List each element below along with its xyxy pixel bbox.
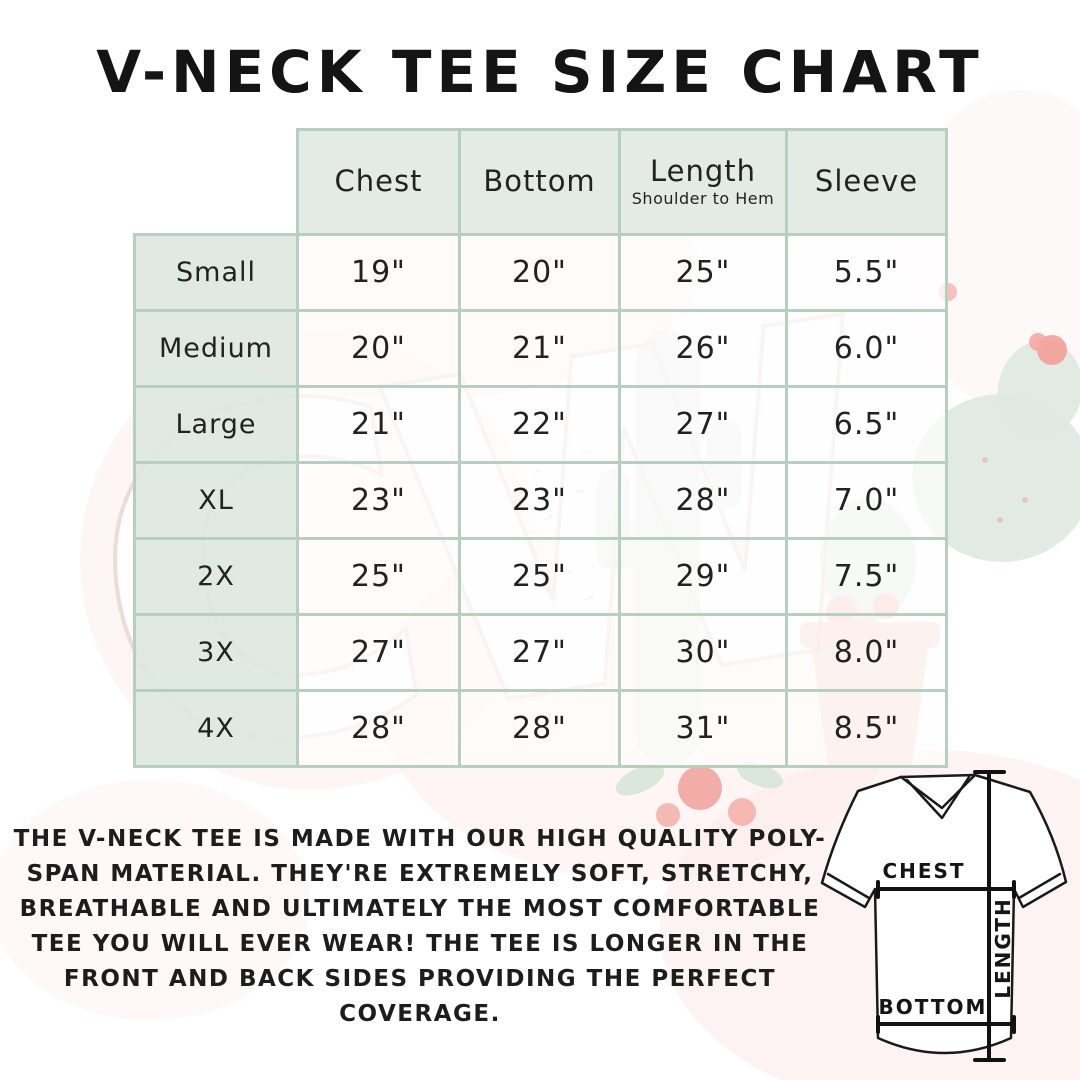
measurement-value-cell: 31" (618, 689, 788, 768)
measurement-value-cell: 5.5" (785, 233, 948, 312)
measurement-value-cell: 21" (458, 309, 621, 388)
measurement-value-cell: 25" (296, 537, 461, 616)
size-table-body: Small 19" 20" 25" 5.5" Medium 20" 21" 26" 6.0" Lar… (133, 233, 948, 768)
column-header-label: Sleeve (814, 164, 919, 199)
size-label-cell: 2X (133, 537, 299, 616)
size-label-cell: XL (133, 461, 299, 540)
measurement-value-cell: 6.5" (785, 385, 948, 464)
measurement-value-cell: 28" (618, 461, 788, 540)
tee-measurement-diagram: CHEST BOTTOM LENGTH (820, 770, 1068, 1062)
measurement-value-cell: 27" (458, 613, 621, 692)
column-header-label: Length (649, 153, 757, 188)
column-header-label: Chest (334, 164, 423, 199)
size-label-cell: Small (133, 233, 299, 312)
table-row: XL 23" 23" 28" 7.0" (133, 461, 948, 540)
measurement-value-cell: 29" (618, 537, 788, 616)
table-row: 2X 25" 25" 29" 7.5" (133, 537, 948, 616)
measurement-value-cell: 27" (296, 613, 461, 692)
measurement-value-cell: 20" (296, 309, 461, 388)
measurement-value-cell: 8.0" (785, 613, 948, 692)
column-header-sublabel: Shoulder to Hem (631, 189, 775, 209)
bottom-label: BOTTOM (879, 995, 988, 1019)
measurement-value-cell: 26" (618, 309, 788, 388)
column-header-length: Length Shoulder to Hem (618, 128, 788, 236)
table-row: Large 21" 22" 27" 6.5" (133, 385, 948, 464)
flower-cluster-shape (615, 761, 783, 827)
table-row: 4X 28" 28" 31" 8.5" (133, 689, 948, 768)
table-row: Medium 20" 21" 26" 6.0" (133, 309, 948, 388)
measurement-lines (876, 770, 1016, 1062)
measurement-value-cell: 7.5" (785, 537, 948, 616)
column-header-chest: Chest (296, 128, 461, 236)
measurement-value-cell: 23" (296, 461, 461, 540)
length-label: LENGTH (991, 897, 1015, 999)
size-label-cell: Large (133, 385, 299, 464)
size-label-cell: 3X (133, 613, 299, 692)
measurement-value-cell: 28" (296, 689, 461, 768)
measurement-value-cell: 7.0" (785, 461, 948, 540)
measurement-value-cell: 20" (458, 233, 621, 312)
measurement-value-cell: 30" (618, 613, 788, 692)
chest-label: CHEST (882, 859, 965, 883)
measurement-value-cell: 21" (296, 385, 461, 464)
page-title: V-NECK TEE SIZE CHART (96, 38, 984, 106)
size-label-cell: 4X (133, 689, 299, 768)
column-header-sleeve: Sleeve (785, 128, 948, 236)
measurement-value-cell: 8.5" (785, 689, 948, 768)
measurement-value-cell: 27" (618, 385, 788, 464)
measurement-value-cell: 19" (296, 233, 461, 312)
prickly-pear-cactus-shape (912, 333, 1080, 562)
measurement-value-cell: 28" (458, 689, 621, 768)
measurement-value-cell: 6.0" (785, 309, 948, 388)
table-row: Small 19" 20" 25" 5.5" (133, 233, 948, 312)
measurement-value-cell: 23" (458, 461, 621, 540)
measurement-value-cell: 25" (458, 537, 621, 616)
measurement-value-cell: 22" (458, 385, 621, 464)
column-header-bottom: Bottom (458, 128, 621, 236)
header-row: Chest Bottom Length Shoulder to Hem Slee… (134, 128, 948, 236)
column-header-label: Bottom (483, 164, 596, 199)
measurement-value-cell: 25" (618, 233, 788, 312)
size-label-cell: Medium (133, 309, 299, 388)
tee-outline-icon (820, 773, 1068, 1055)
table-row: 3X 27" 27" 30" 8.0" (133, 613, 948, 692)
corner-blank-cell (134, 129, 298, 235)
size-chart-table: Chest Bottom Length Shoulder to Hem Slee… (133, 128, 948, 768)
product-description: THE V-NECK TEE IS MADE WITH OUR HIGH QUA… (13, 826, 827, 1027)
